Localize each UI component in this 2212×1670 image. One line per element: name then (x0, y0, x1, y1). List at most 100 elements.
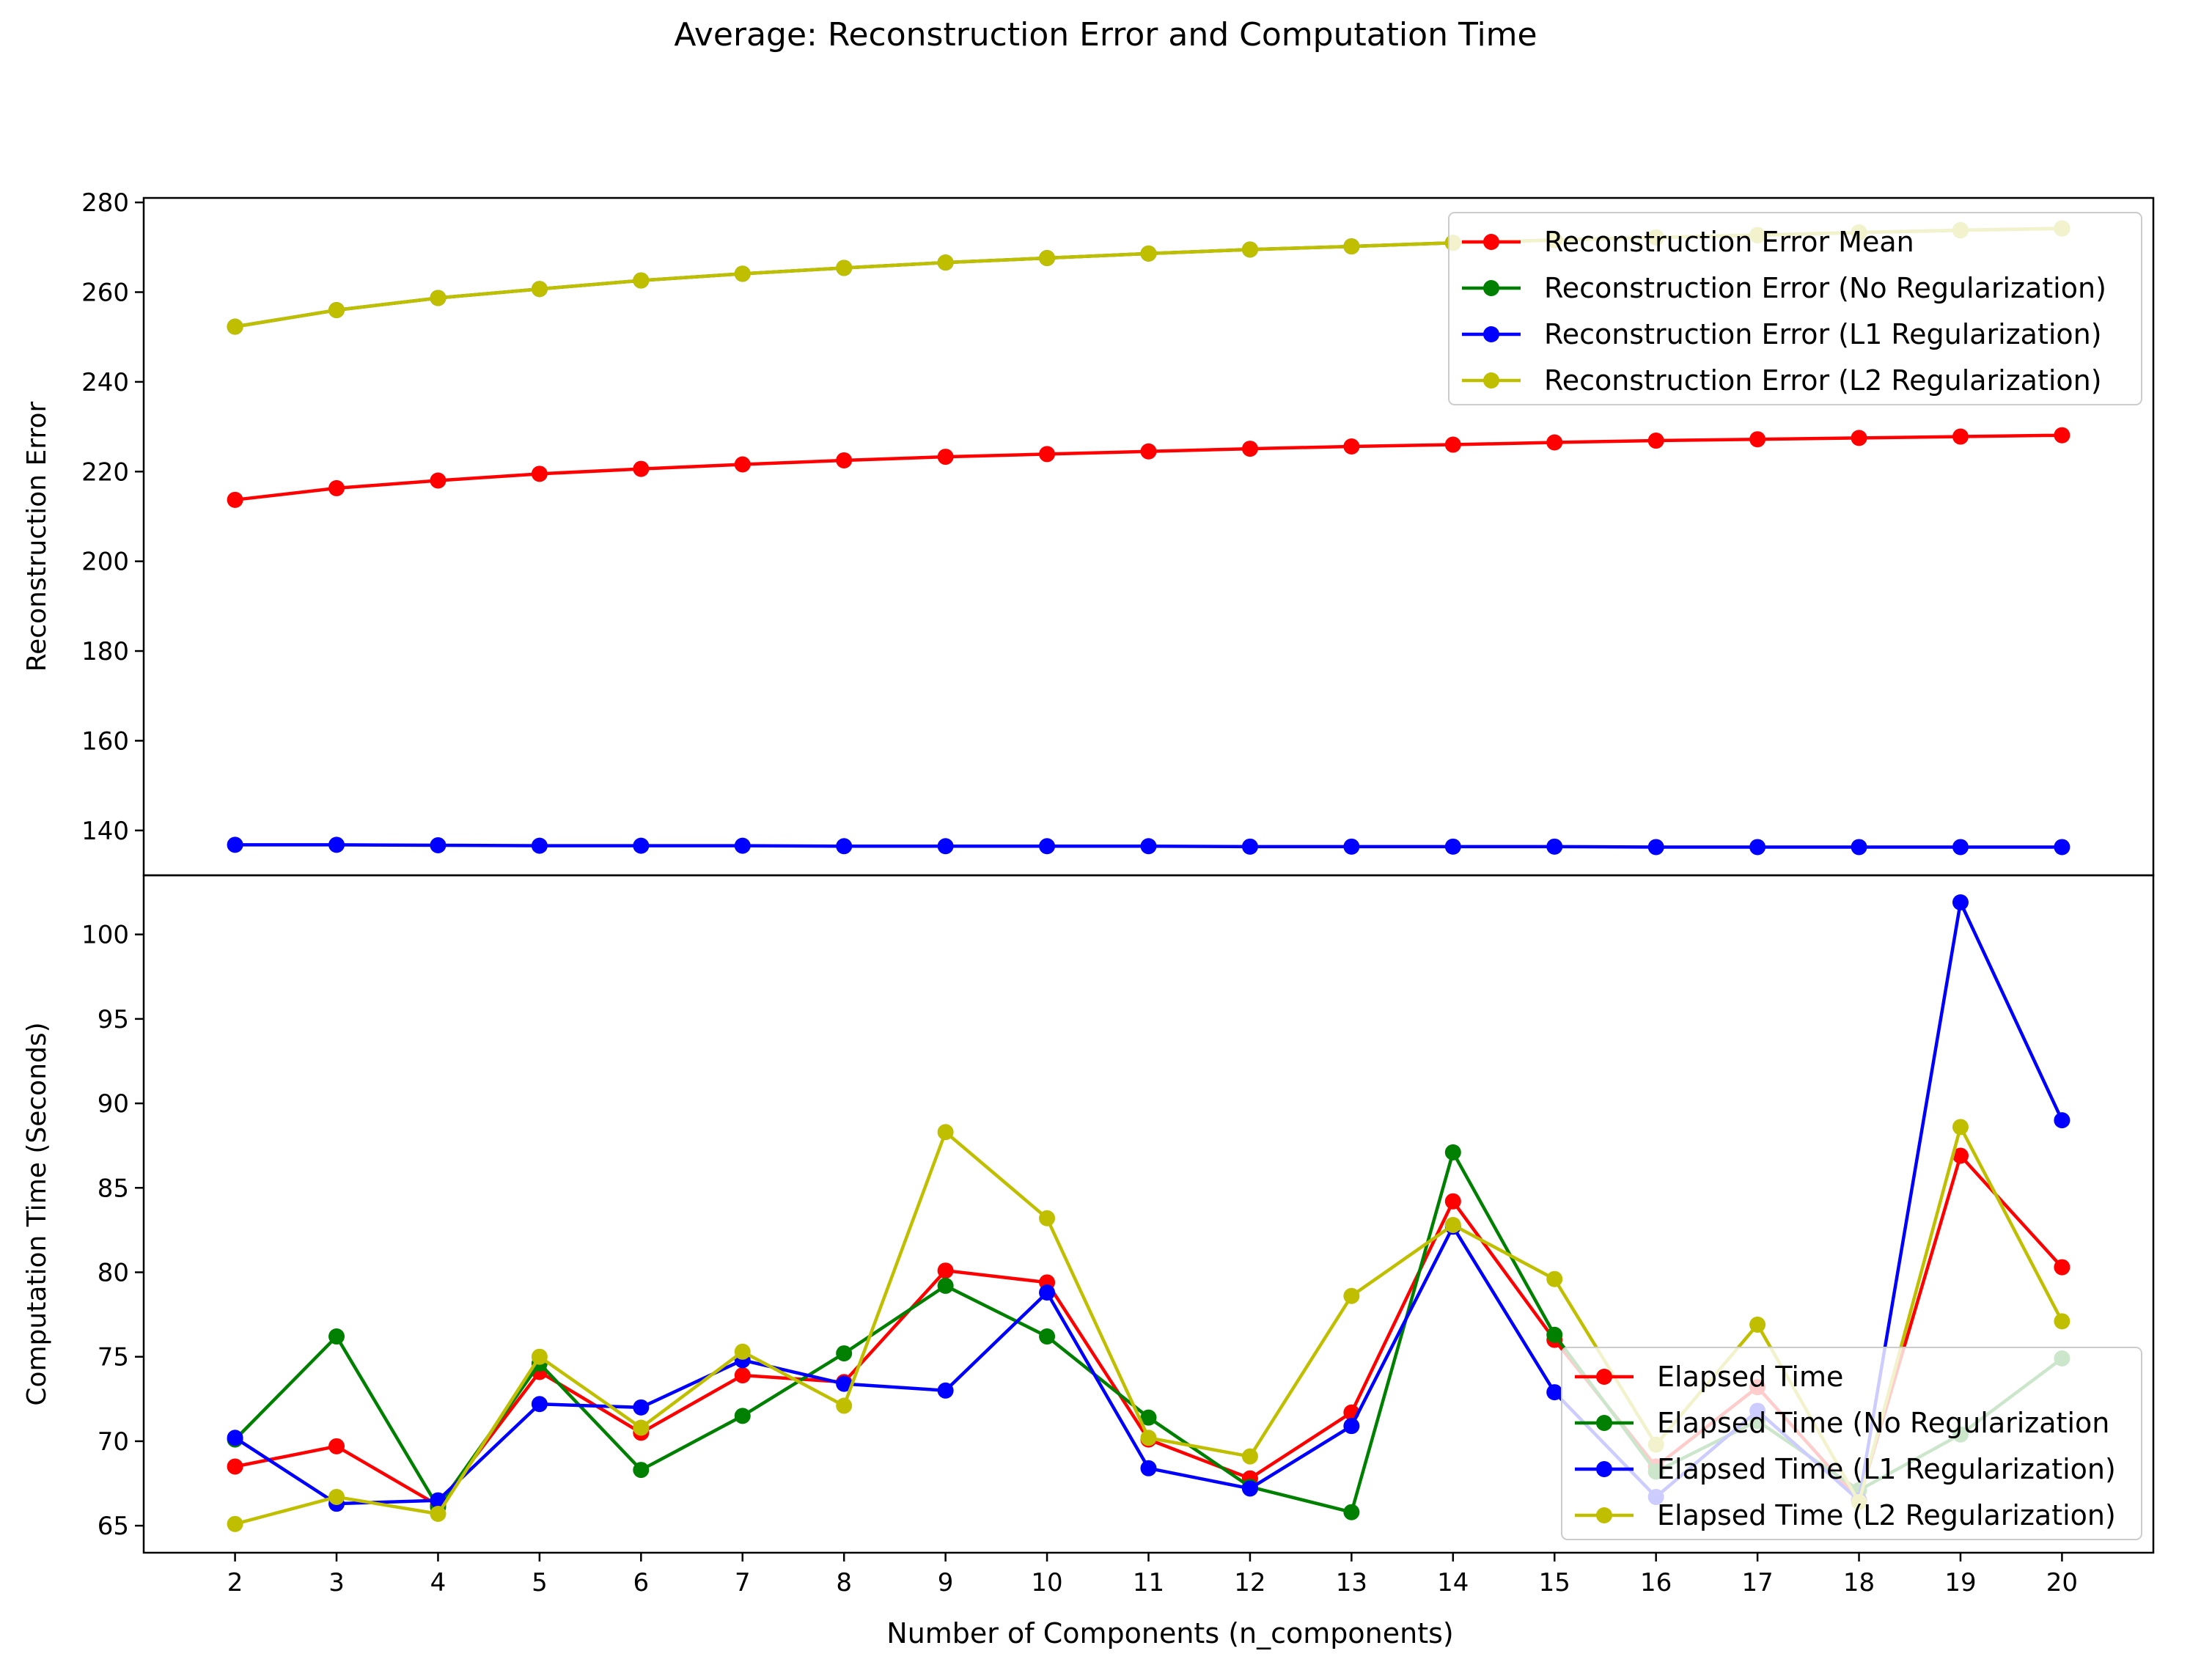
top-point-s0-x18 (1851, 430, 1867, 446)
top-point-s2-x10 (1039, 838, 1056, 855)
bottom-point-s2-x19 (1952, 894, 1969, 911)
top-y-tick-label: 220 (81, 457, 129, 487)
top-point-s2-x7 (734, 837, 751, 854)
top-point-s2-x16 (1647, 839, 1664, 856)
bottom-legend: Elapsed Time Elapsed Time (No Regularizat… (1561, 1347, 2142, 1540)
top-y-tick-label: 260 (81, 279, 129, 308)
bottom-point-s0-x14 (1444, 1193, 1461, 1210)
top-point-s2-x15 (1546, 838, 1563, 855)
bottom-y-tick-label: 80 (98, 1258, 129, 1287)
bottom-y-tick-label: 90 (98, 1089, 129, 1119)
top-point-s3-x9 (937, 254, 954, 271)
top-point-s0-x12 (1241, 441, 1258, 457)
top-y-tick-label: 200 (81, 548, 129, 577)
bottom-point-s0-x9 (937, 1262, 954, 1279)
bottom-point-s2-x10 (1039, 1284, 1056, 1301)
top-point-s0-x15 (1546, 434, 1563, 451)
top-point-s0-x7 (734, 456, 751, 473)
bottom-legend-swatch-marker (1596, 1461, 1612, 1477)
top-point-s2-x19 (1952, 839, 1969, 856)
top-legend-swatch-marker (1483, 326, 1499, 342)
x-tick-label: 10 (1031, 1568, 1062, 1597)
top-point-s2-x2 (227, 836, 243, 853)
bottom-point-s1-x7 (734, 1408, 751, 1424)
top-point-s0-x6 (633, 460, 650, 477)
x-tick-label: 9 (938, 1568, 954, 1597)
x-tick-label: 2 (227, 1568, 243, 1597)
bottom-point-s3-x3 (328, 1488, 345, 1505)
bottom-point-s2-x8 (836, 1375, 853, 1392)
bottom-point-s2-x13 (1343, 1418, 1360, 1435)
top-series-layer (227, 220, 2070, 856)
bottom-point-s2-x15 (1546, 1384, 1563, 1401)
top-point-s2-x8 (836, 838, 853, 855)
bottom-y-tick-label: 85 (98, 1174, 129, 1203)
x-tick-label: 6 (633, 1568, 650, 1597)
top-legend-swatch-marker (1483, 372, 1499, 389)
top-point-s0-x10 (1039, 446, 1056, 463)
bottom-point-s1-x6 (633, 1462, 650, 1479)
bottom-point-s3-x8 (836, 1397, 853, 1414)
bottom-point-s1-x10 (1039, 1328, 1056, 1345)
bottom-point-s2-x20 (2054, 1112, 2070, 1129)
x-axis: 2 3 4 5 6 7 8 9 10 11 12 13 14 15 16 17 18 19 20 (227, 1553, 2078, 1597)
bottom-point-s2-x12 (1241, 1480, 1258, 1497)
bottom-point-s3-x10 (1039, 1210, 1056, 1226)
bottom-y-tick-label: 65 (98, 1512, 129, 1541)
top-point-s0-x13 (1343, 438, 1360, 455)
top-point-s3-x10 (1039, 249, 1056, 266)
bottom-point-s0-x20 (2054, 1259, 2070, 1276)
top-legend-swatch-marker (1483, 280, 1499, 296)
top-legend-entry: Reconstruction Error Mean (1544, 226, 1914, 258)
top-point-s2-x13 (1343, 838, 1360, 855)
top-point-s2-x12 (1241, 838, 1258, 855)
bottom-point-s1-x8 (836, 1345, 853, 1362)
top-legend-frame (1448, 212, 2142, 405)
figure-title: Average: Reconstruction Error and Comput… (674, 16, 1537, 54)
bottom-legend-swatch-marker (1596, 1507, 1612, 1523)
bottom-point-s0-x3 (328, 1438, 345, 1454)
bottom-point-s2-x5 (531, 1396, 548, 1413)
top-point-s3-x7 (734, 265, 751, 282)
top-legend-entry: Reconstruction Error (L2 Regularization) (1544, 364, 2102, 397)
x-tick-label: 18 (1843, 1568, 1875, 1597)
bottom-legend-swatch-marker (1596, 1369, 1612, 1385)
top-y-tick-label: 180 (81, 637, 129, 666)
top-point-s0-x9 (937, 449, 954, 466)
top-point-s0-x8 (836, 452, 853, 468)
bottom-point-s3-x19 (1952, 1119, 1969, 1136)
top-y-tick-label: 240 (81, 368, 129, 397)
x-axis-label: Number of Components (n_components) (886, 1617, 1453, 1649)
bottom-point-s1-x15 (1546, 1326, 1563, 1343)
top-y-axis: 140 160 180 200 220 240 260 280 (81, 188, 144, 846)
x-tick-label: 4 (430, 1568, 447, 1597)
bottom-y-tick-label: 95 (98, 1005, 129, 1034)
top-point-s2-x11 (1140, 838, 1157, 855)
bottom-point-s3-x17 (1749, 1316, 1766, 1333)
bottom-point-s0-x2 (227, 1458, 243, 1475)
bottom-point-s3-x6 (633, 1419, 650, 1436)
bottom-point-s2-x6 (633, 1399, 650, 1416)
top-legend-swatch-marker (1483, 234, 1499, 250)
bottom-y-tick-label: 100 (81, 921, 129, 950)
bottom-point-s2-x2 (227, 1430, 243, 1446)
bottom-point-s3-x14 (1444, 1216, 1461, 1233)
bottom-point-s3-x20 (2054, 1313, 2070, 1330)
top-point-s3-x8 (836, 260, 853, 276)
bottom-y-tick-label: 70 (98, 1427, 129, 1457)
top-y-axis-label: Reconstruction Error (22, 402, 52, 672)
top-legend: Reconstruction Error Mean Reconstruction … (1448, 212, 2142, 405)
bottom-point-s3-x7 (734, 1343, 751, 1360)
top-point-s0-x20 (2054, 427, 2070, 444)
bottom-point-s3-x2 (227, 1515, 243, 1532)
bottom-point-s2-x11 (1140, 1460, 1157, 1476)
x-tick-label: 8 (836, 1568, 852, 1597)
top-point-s0-x11 (1140, 443, 1157, 460)
top-point-s0-x19 (1952, 428, 1969, 445)
bottom-point-s0-x19 (1952, 1147, 1969, 1164)
bottom-point-s3-x11 (1140, 1430, 1157, 1446)
bottom-y-axis: 65 70 75 80 85 90 95 100 (81, 921, 144, 1541)
top-point-s0-x4 (430, 472, 447, 489)
top-point-s2-x5 (531, 837, 548, 854)
bottom-legend-entry: Elapsed Time (L2 Regularization) (1657, 1499, 2116, 1531)
